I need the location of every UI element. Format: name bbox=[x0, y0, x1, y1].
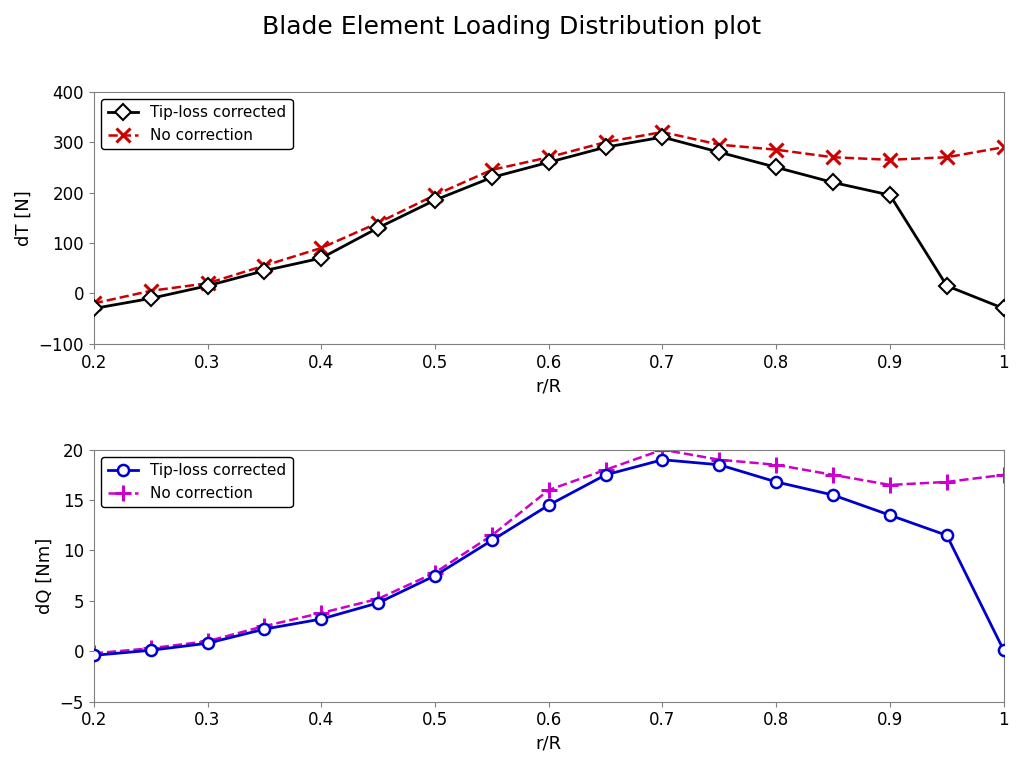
Tip-loss corrected bbox=[599, 143, 611, 152]
Tip-loss corrected bbox=[485, 173, 498, 182]
No correction bbox=[543, 485, 555, 495]
No correction bbox=[827, 153, 840, 162]
Legend: Tip-loss corrected, No correction: Tip-loss corrected, No correction bbox=[101, 99, 293, 149]
Tip-loss corrected bbox=[884, 511, 896, 520]
No correction bbox=[827, 470, 840, 479]
No correction bbox=[485, 165, 498, 174]
Text: Blade Element Loading Distribution plot: Blade Element Loading Distribution plot bbox=[262, 15, 762, 39]
No correction bbox=[429, 568, 441, 578]
Tip-loss corrected bbox=[941, 281, 953, 290]
No correction bbox=[543, 153, 555, 162]
Tip-loss corrected bbox=[543, 501, 555, 510]
Tip-loss corrected bbox=[656, 455, 669, 465]
No correction bbox=[88, 649, 100, 658]
Tip-loss corrected bbox=[656, 133, 669, 142]
Line: Tip-loss corrected: Tip-loss corrected bbox=[88, 454, 1010, 661]
Tip-loss corrected bbox=[88, 650, 100, 660]
Tip-loss corrected bbox=[144, 646, 157, 655]
No correction bbox=[372, 218, 384, 227]
No correction bbox=[429, 190, 441, 200]
No correction bbox=[88, 299, 100, 308]
Line: Tip-loss corrected: Tip-loss corrected bbox=[88, 131, 1010, 314]
Tip-loss corrected bbox=[770, 477, 782, 486]
Tip-loss corrected bbox=[713, 147, 725, 157]
Tip-loss corrected bbox=[315, 614, 328, 624]
No correction bbox=[144, 644, 157, 653]
Tip-loss corrected bbox=[770, 163, 782, 172]
No correction bbox=[372, 594, 384, 604]
Tip-loss corrected bbox=[258, 266, 270, 275]
Tip-loss corrected bbox=[827, 178, 840, 187]
Tip-loss corrected bbox=[827, 491, 840, 500]
No correction bbox=[144, 286, 157, 296]
No correction bbox=[315, 243, 328, 253]
No correction bbox=[997, 470, 1010, 479]
No correction bbox=[258, 261, 270, 270]
No correction bbox=[258, 621, 270, 631]
No correction bbox=[770, 460, 782, 469]
No correction bbox=[884, 155, 896, 164]
Tip-loss corrected bbox=[713, 460, 725, 469]
Tip-loss corrected bbox=[941, 531, 953, 540]
No correction bbox=[656, 127, 669, 137]
Tip-loss corrected bbox=[429, 196, 441, 205]
No correction bbox=[941, 153, 953, 162]
Line: No correction: No correction bbox=[86, 442, 1012, 661]
No correction bbox=[997, 143, 1010, 152]
No correction bbox=[315, 608, 328, 617]
Tip-loss corrected bbox=[543, 157, 555, 167]
X-axis label: r/R: r/R bbox=[536, 377, 562, 395]
Legend: Tip-loss corrected, No correction: Tip-loss corrected, No correction bbox=[101, 457, 293, 507]
Y-axis label: dQ [Nm]: dQ [Nm] bbox=[36, 538, 54, 614]
Tip-loss corrected bbox=[144, 294, 157, 303]
Tip-loss corrected bbox=[258, 624, 270, 634]
Tip-loss corrected bbox=[884, 190, 896, 200]
No correction bbox=[599, 137, 611, 147]
Tip-loss corrected bbox=[997, 646, 1010, 655]
No correction bbox=[202, 279, 214, 288]
No correction bbox=[485, 531, 498, 540]
No correction bbox=[713, 455, 725, 465]
Tip-loss corrected bbox=[372, 598, 384, 607]
Y-axis label: dT [N]: dT [N] bbox=[15, 190, 33, 246]
Tip-loss corrected bbox=[88, 304, 100, 313]
Tip-loss corrected bbox=[202, 281, 214, 290]
No correction bbox=[884, 480, 896, 489]
No correction bbox=[770, 145, 782, 154]
Tip-loss corrected bbox=[429, 571, 441, 581]
Tip-loss corrected bbox=[599, 470, 611, 479]
Tip-loss corrected bbox=[202, 639, 214, 648]
No correction bbox=[656, 445, 669, 454]
Tip-loss corrected bbox=[315, 253, 328, 263]
Tip-loss corrected bbox=[372, 223, 384, 233]
Tip-loss corrected bbox=[485, 536, 498, 545]
No correction bbox=[202, 637, 214, 646]
No correction bbox=[941, 477, 953, 486]
Line: No correction: No correction bbox=[87, 125, 1011, 310]
X-axis label: r/R: r/R bbox=[536, 735, 562, 753]
No correction bbox=[599, 465, 611, 475]
No correction bbox=[713, 140, 725, 149]
Tip-loss corrected bbox=[997, 304, 1010, 313]
